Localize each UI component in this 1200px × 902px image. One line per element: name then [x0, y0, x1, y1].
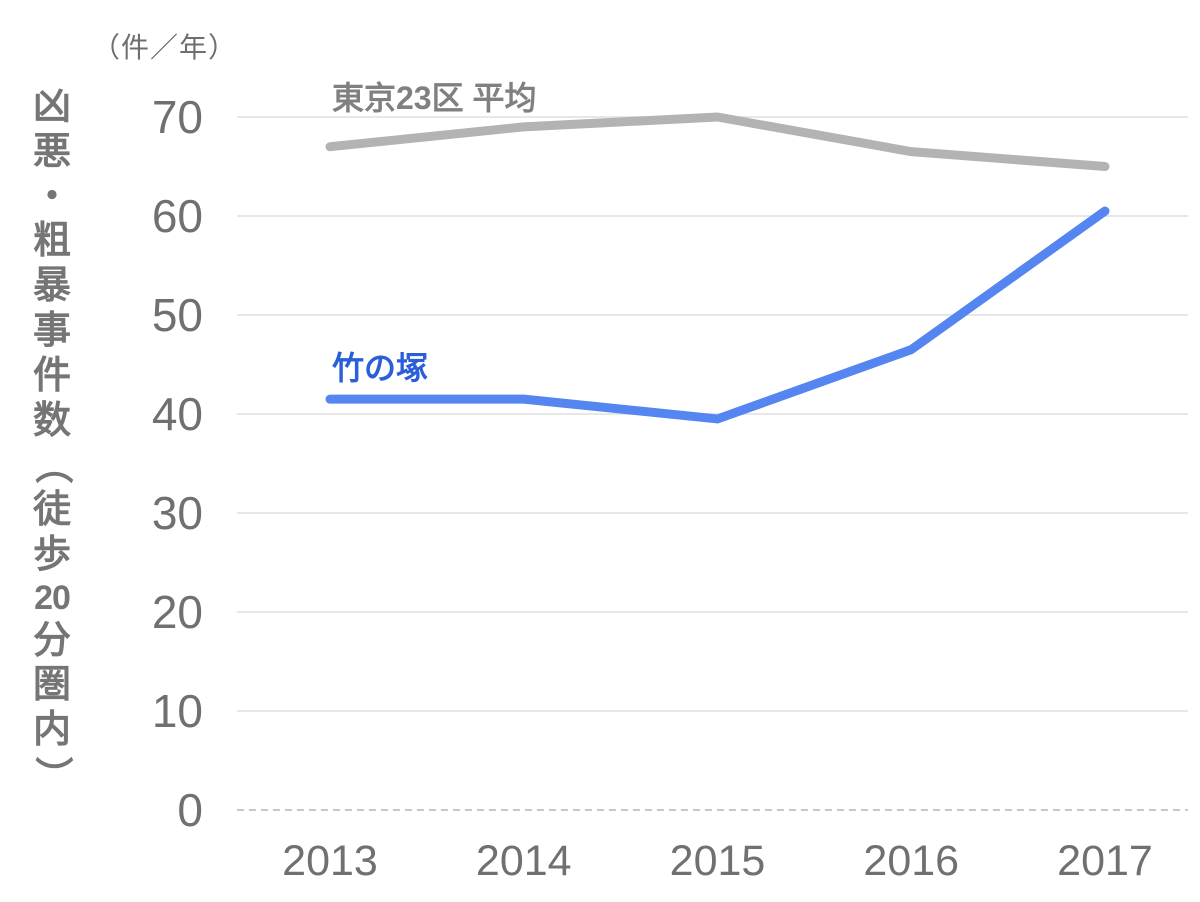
y-tick-label: 0	[177, 784, 203, 836]
y-axis-title-char: 歩	[32, 533, 71, 576]
x-tick-label: 2014	[475, 837, 572, 885]
y-axis-unit-label: （件／年）	[92, 32, 238, 63]
y-axis-title-char: 圏	[32, 664, 71, 707]
y-tick-label: 30	[151, 487, 203, 539]
series-line-takenotsuka	[325, 206, 1110, 424]
y-axis-title-char: 数	[32, 399, 71, 442]
x-tick-label: 2016	[863, 837, 960, 885]
y-axis-title-char: ・	[32, 175, 71, 218]
y-tick-label: 50	[151, 289, 203, 341]
y-axis-title-char: 凶	[32, 86, 71, 128]
series-line-tokyo23-average	[325, 112, 1110, 171]
y-axis-title-char: 徒	[32, 489, 71, 532]
y-axis-title-char: 暴	[32, 265, 71, 308]
x-tick-label: 2013	[282, 837, 378, 885]
y-axis-title-char: 分	[32, 619, 71, 662]
y-tick-label: 20	[151, 586, 203, 638]
y-tick-label: 40	[151, 388, 203, 440]
y-axis-title-char: 20	[34, 578, 71, 617]
x-tick-label: 2017	[1057, 837, 1153, 885]
y-tick-label: 70	[151, 91, 203, 143]
y-axis-title-char: 件	[32, 354, 71, 397]
series-label-tokyo23-average: 東京23区 平均	[332, 80, 537, 116]
y-tick-label: 60	[151, 190, 203, 242]
y-axis-title: 凶悪・粗暴事件数（徒歩 20 分圏内）	[24, 88, 80, 794]
x-tick-label: 2015	[669, 837, 766, 885]
y-axis-title-char: 事	[32, 309, 71, 352]
y-axis-title-char: 悪	[32, 130, 71, 173]
x-axis-tick-labels: 2013 2014 2015 2016 2017	[0, 838, 1200, 898]
y-axis-title-char: 内	[32, 709, 71, 752]
series-label-takenotsuka: 竹の塚	[332, 350, 429, 386]
y-axis-tick-labels: 0 10 20 30 40 50 60 70	[0, 0, 203, 902]
y-axis-title-char: 粗	[32, 220, 71, 263]
y-tick-label: 10	[151, 685, 203, 737]
